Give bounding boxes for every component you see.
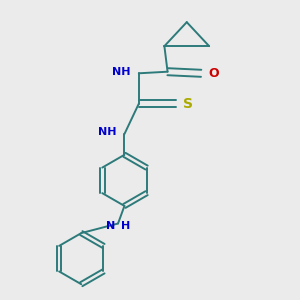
- Text: NH: NH: [98, 128, 116, 137]
- Text: O: O: [208, 67, 219, 80]
- Text: N: N: [106, 221, 115, 231]
- Text: NH: NH: [112, 67, 131, 77]
- Text: H: H: [121, 221, 130, 231]
- Text: S: S: [183, 97, 193, 111]
